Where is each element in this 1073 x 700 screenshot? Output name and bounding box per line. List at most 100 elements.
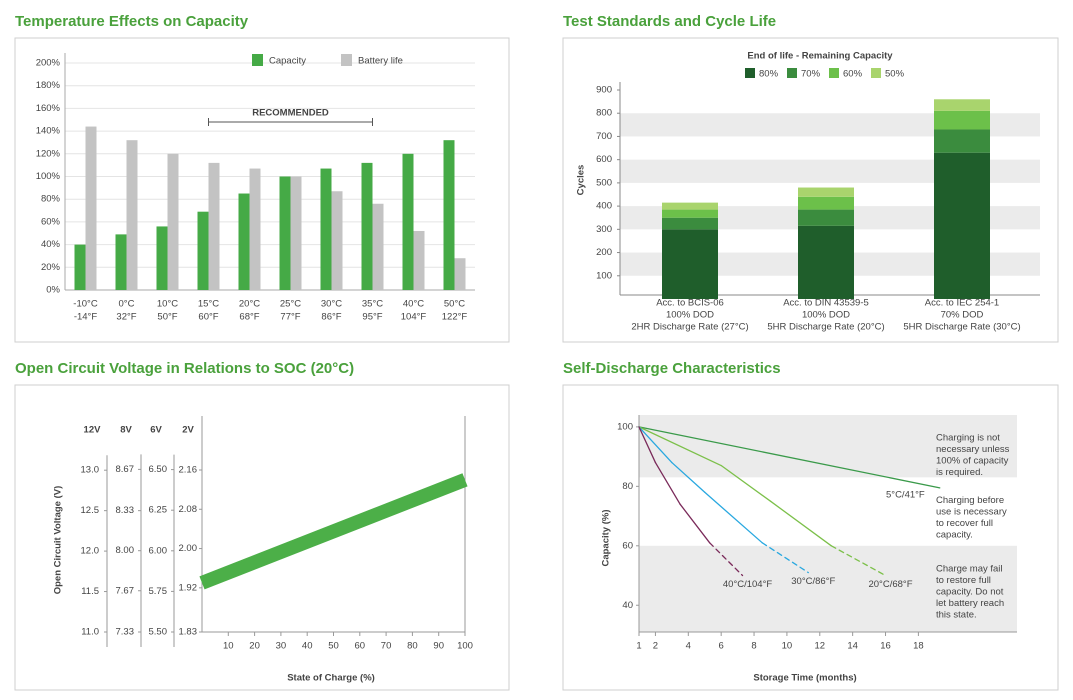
x-tick-label: 18 bbox=[913, 641, 924, 652]
zone-note: 100% of capacity bbox=[936, 456, 1009, 467]
legend-swatch bbox=[829, 68, 839, 78]
x-tick-label: 70% DOD bbox=[941, 310, 984, 321]
bar bbox=[156, 226, 168, 290]
x-tick-label: 0°C bbox=[119, 299, 135, 310]
bar bbox=[74, 244, 86, 290]
bar-segment bbox=[662, 229, 718, 299]
x-tick-label: 50 bbox=[328, 641, 339, 652]
zone bbox=[639, 415, 1017, 478]
y-axis-label: Cycles bbox=[576, 165, 587, 196]
legend-label: 70% bbox=[801, 69, 821, 80]
bar bbox=[443, 140, 455, 290]
line-segment bbox=[769, 500, 832, 547]
x-tick-label: 14 bbox=[847, 641, 858, 652]
x-tick-label: Acc. to IEC 254-1 bbox=[925, 298, 999, 309]
bar-segment bbox=[662, 209, 718, 218]
bar bbox=[238, 193, 250, 290]
y-tick-label: 5.50 bbox=[149, 627, 168, 638]
x-tick-label: 20 bbox=[249, 641, 260, 652]
x-tick-label: 100 bbox=[457, 641, 473, 652]
y-tick-label: 300 bbox=[596, 224, 612, 235]
y-tick-label: 160% bbox=[36, 103, 61, 114]
x-tick-label: 40°C bbox=[403, 299, 424, 310]
bar-segment bbox=[934, 110, 990, 130]
x-tick-label: 8 bbox=[751, 641, 756, 652]
y-tick-label: 8.67 bbox=[116, 464, 135, 475]
line-segment bbox=[671, 461, 706, 493]
x-tick-label: 10 bbox=[782, 641, 793, 652]
line-segment bbox=[638, 426, 941, 489]
y-tick-label: 12.0 bbox=[81, 546, 100, 557]
series-label: 20°C/68°F bbox=[868, 579, 912, 590]
bar bbox=[413, 230, 425, 290]
y-tick-label: 13.0 bbox=[81, 465, 100, 476]
annotation: RECOMMENDED bbox=[252, 108, 329, 119]
y-tick-label: 60 bbox=[622, 540, 633, 551]
legend-label: 80% bbox=[759, 69, 779, 80]
zone-note: Charging is not bbox=[936, 433, 1000, 444]
x-tick-label: 80 bbox=[407, 641, 418, 652]
x-tick-label: 1 bbox=[636, 641, 641, 652]
line bbox=[199, 473, 468, 590]
bar-segment bbox=[798, 209, 854, 226]
x-axis-label: State of Charge (%) bbox=[287, 673, 375, 684]
bar bbox=[361, 162, 373, 290]
zone-note: use is necessary bbox=[936, 506, 1007, 517]
zone-note: capacity. bbox=[936, 529, 973, 540]
bar-segment bbox=[934, 152, 990, 299]
x-tick-label: 10°C bbox=[157, 299, 178, 310]
legend-title: End of life - Remaining Capacity bbox=[747, 51, 893, 62]
line-segment bbox=[761, 542, 809, 574]
y-tick-label: 2.16 bbox=[179, 465, 198, 476]
x-tick-label: 86°F bbox=[321, 312, 341, 323]
x-tick-label: 2 bbox=[653, 641, 658, 652]
panel bbox=[14, 37, 510, 343]
y-tick-label: 200% bbox=[36, 58, 61, 69]
x-tick-label: 100% DOD bbox=[802, 310, 850, 321]
x-tick-label: 100% DOD bbox=[666, 310, 714, 321]
y-axis-label: Capacity (%) bbox=[601, 509, 612, 566]
bar bbox=[249, 168, 261, 290]
bar-segment bbox=[798, 187, 854, 197]
line-segment bbox=[638, 426, 722, 467]
x-tick-label: -10°C bbox=[73, 299, 98, 310]
x-tick-label: 68°F bbox=[239, 312, 259, 323]
y-tick-label: 200 bbox=[596, 247, 612, 258]
y-tick-label: 120% bbox=[36, 148, 61, 159]
y-tick-label: 0% bbox=[46, 285, 60, 296]
y-tick-label: 6.50 bbox=[149, 464, 168, 475]
y-tick-label: 600 bbox=[596, 154, 612, 165]
y-tick-label: 140% bbox=[36, 126, 61, 137]
bar-segment bbox=[934, 129, 990, 153]
y-tick-label: 11.5 bbox=[81, 586, 99, 597]
axis-header: 12V bbox=[84, 425, 102, 436]
chart-title: Open Circuit Voltage in Relations to SOC… bbox=[15, 360, 354, 377]
zone-note: to recover full bbox=[936, 518, 993, 529]
y-tick-label: 40 bbox=[622, 600, 633, 611]
series-label: 40°C/104°F bbox=[723, 579, 773, 590]
y-tick-label: 80 bbox=[622, 481, 633, 492]
x-tick-label: 95°F bbox=[362, 312, 382, 323]
bar bbox=[454, 258, 466, 290]
legend-swatch bbox=[787, 68, 797, 78]
line-segment bbox=[638, 426, 657, 464]
y-tick-label: 400 bbox=[596, 201, 612, 212]
x-tick-label: Acc. to BCIS-06 bbox=[656, 298, 724, 309]
x-tick-label: 60 bbox=[355, 641, 366, 652]
axis-header: 8V bbox=[120, 425, 132, 436]
bar-segment bbox=[798, 225, 854, 299]
x-tick-label: 70 bbox=[381, 641, 392, 652]
line-segment bbox=[830, 545, 887, 577]
x-tick-label: 2HR Discharge Rate (27°C) bbox=[631, 322, 748, 333]
y-tick-label: 1.83 bbox=[179, 627, 198, 638]
legend-label: Capacity bbox=[269, 56, 306, 67]
y-tick-label: 40% bbox=[41, 239, 61, 250]
x-tick-label: 20°C bbox=[239, 299, 260, 310]
y-tick-label: 100% bbox=[36, 171, 61, 182]
chart-title: Self-Discharge Characteristics bbox=[563, 360, 781, 377]
line-segment bbox=[709, 542, 744, 577]
line-segment bbox=[720, 464, 772, 502]
bar bbox=[167, 153, 179, 290]
y-tick-label: 7.67 bbox=[116, 585, 135, 596]
y-tick-label: 7.33 bbox=[116, 627, 135, 638]
